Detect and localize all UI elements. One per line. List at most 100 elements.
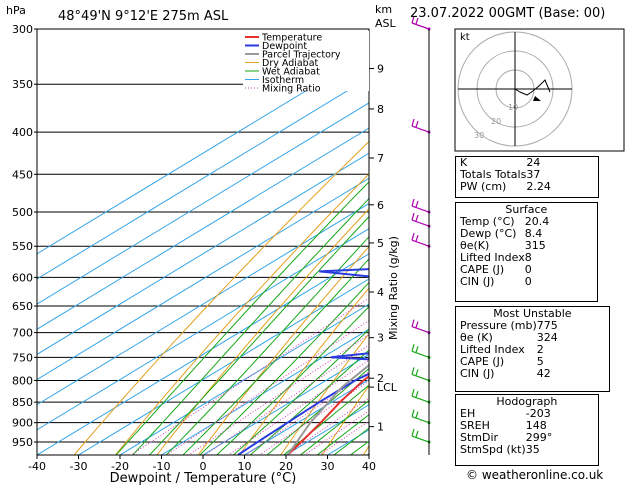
credit-link[interactable]: © weatheronline.co.uk <box>466 468 604 482</box>
mixing-ratio-line <box>187 333 369 455</box>
wind-barb <box>411 373 430 382</box>
surface-label: θe(K) <box>460 239 490 252</box>
legend-bg <box>243 31 369 91</box>
temp-tick-label: -10 <box>153 460 171 473</box>
temp-tick-label: -40 <box>28 460 46 473</box>
dry-adiabat <box>321 384 369 455</box>
surface-value: 315 <box>524 239 546 252</box>
wet-adiabat <box>165 236 369 455</box>
wet-adiabat <box>282 384 369 455</box>
hodograph-param-value: 148 <box>525 419 547 432</box>
pressure-tick-label: 650 <box>12 300 33 313</box>
wind-barb-flag <box>411 409 415 417</box>
wind-barb <box>411 435 430 443</box>
most-unstable-label: Lifted Index <box>460 343 525 356</box>
temp-tick-label: 40 <box>362 460 376 473</box>
surface-row: Lifted Index 8 <box>456 252 597 264</box>
hodograph-param-value: 299° <box>525 431 553 444</box>
most-unstable-value: 324 <box>536 331 558 344</box>
wet-adiabat <box>266 367 369 455</box>
wind-barb-flag <box>415 17 419 25</box>
isotherm <box>37 228 369 431</box>
wind-barb-flag <box>411 428 415 437</box>
wind-barbs <box>411 15 431 444</box>
legend-item: Mixing Ratio <box>262 84 321 95</box>
surface-title: Surface <box>505 203 548 216</box>
most-unstable-row: θe (K) 324 <box>456 332 609 344</box>
index-row: Totals Totals 37 <box>456 169 598 181</box>
dry-adiabat <box>238 287 369 455</box>
hodograph-param-label: StmSpd (kt) <box>460 443 526 456</box>
wind-barb-flag <box>415 235 419 242</box>
location-title: 48°49'N 9°12'E 275m ASL <box>58 9 229 24</box>
pressure-tick-label: 850 <box>12 396 33 409</box>
hodograph-table-title: Hodograph <box>496 395 558 408</box>
hodograph-ring-30: 30 <box>474 131 484 140</box>
pressure-tick-label: 500 <box>12 206 33 219</box>
temp-tick-label: 0 <box>200 460 207 473</box>
surface-row: Dewp (°C) 8.4 <box>456 228 597 240</box>
legend-item: Temperature <box>261 33 322 44</box>
most-unstable-value: 42 <box>536 367 551 380</box>
wind-barb-flag <box>415 411 419 418</box>
isotherm <box>37 77 369 280</box>
wind-barb-flag <box>415 200 419 208</box>
legend-item: Wet Adiabat <box>262 67 320 78</box>
pressure-tick-label: 450 <box>12 168 33 181</box>
dry-adiabat <box>114 173 369 455</box>
legend-item: Dewpoint <box>262 41 307 52</box>
wet-adiabat <box>182 258 369 455</box>
dry-adiabat <box>280 333 369 455</box>
most-unstable-row: CAPE (J) 5 <box>456 356 609 368</box>
height-tick-label: LCL <box>377 381 398 394</box>
wind-barb-flag <box>411 389 415 397</box>
surface-row: θe(K) 315 <box>456 240 597 252</box>
pressure-tick-label: 950 <box>12 436 33 449</box>
wind-barb-flag <box>415 120 419 128</box>
pressure-tick-label: 600 <box>12 271 33 284</box>
surface-value: 0 <box>524 275 532 288</box>
hodograph-param-row: StmDir 299° <box>456 432 598 444</box>
hodograph-param-value: 35 <box>525 443 540 456</box>
x-axis-label: Dewpoint / Temperature (°C) <box>110 471 297 486</box>
dry-adiabat <box>73 140 369 455</box>
wind-barb <box>411 395 430 403</box>
temp-tick-label: 20 <box>279 460 293 473</box>
height-tick-label: 3 <box>377 332 384 345</box>
surface-label: Temp (°C) <box>460 215 515 228</box>
most-unstable-label: Pressure (mb) <box>460 319 537 332</box>
most-unstable-title: Most Unstable <box>493 307 572 320</box>
most-unstable-row: CIN (J) 42 <box>456 368 609 380</box>
wind-barb <box>411 326 430 334</box>
wind-barb <box>411 125 430 133</box>
wet-adiabat <box>132 197 369 455</box>
height-tick-label: 9 <box>377 63 384 76</box>
wind-barb-flag <box>411 212 415 221</box>
hodograph-unit: kt <box>460 32 470 43</box>
height-tick-label: 2 <box>377 372 384 385</box>
wind-barb-flag <box>411 344 415 352</box>
height-tick-label: 6 <box>377 199 384 212</box>
surface-value: 20.4 <box>524 215 550 228</box>
temp-tick-label: -20 <box>111 460 129 473</box>
hodograph-param-row: StmSpd (kt) 35 <box>456 444 598 456</box>
most-unstable-label: CAPE (J) <box>460 355 505 368</box>
height-tick-label: 7 <box>377 152 384 165</box>
height-tick-label: 5 <box>377 237 384 250</box>
index-label: PW (cm) <box>460 180 507 193</box>
isotherm <box>37 202 369 406</box>
wet-adiabat <box>299 399 369 455</box>
height-unit-bottom: ASL <box>375 17 397 30</box>
wet-adiabat <box>249 349 369 455</box>
pressure-tick-label: 550 <box>12 240 33 253</box>
hodograph-param-row: EH -203 <box>456 408 598 420</box>
hodograph-param-label: EH <box>460 407 476 420</box>
height-tick-label: 4 <box>377 286 384 299</box>
isotherm <box>37 253 369 455</box>
isotherm <box>244 378 369 455</box>
wind-barb <box>411 416 430 424</box>
index-row: K 24 <box>456 157 598 169</box>
hodograph-ring-10: 10 <box>508 103 518 112</box>
